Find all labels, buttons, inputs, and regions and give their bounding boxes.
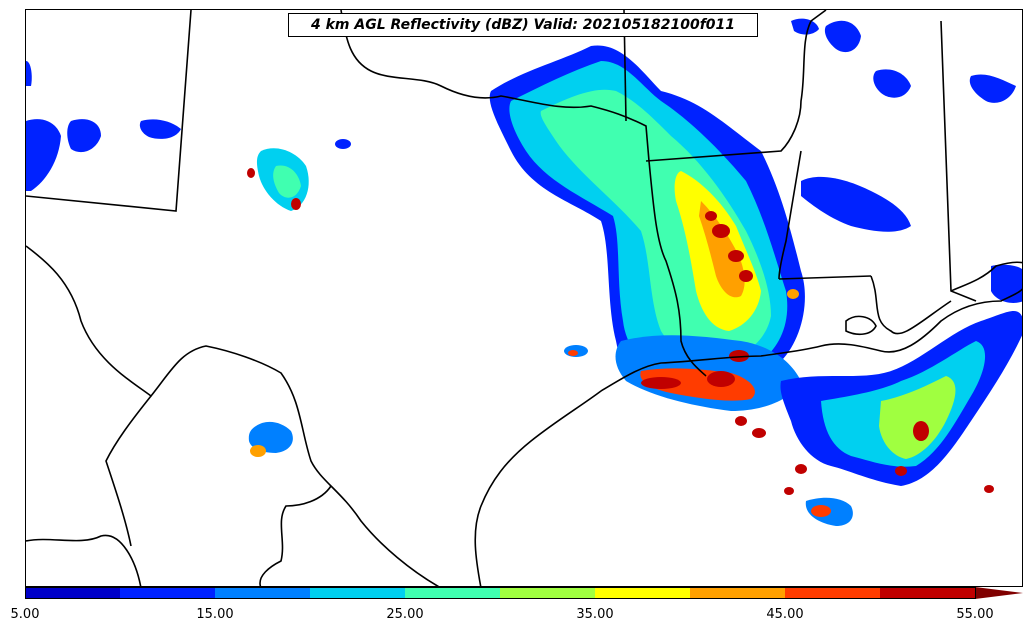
colorbar-tick-label: 5.00 [10,607,40,622]
echo-green-gulf [879,376,956,459]
echo-red-coast-2 [707,371,735,387]
colorbar-segment [880,587,976,599]
reflectivity-echoes [26,18,1022,526]
map-title: 4 km AGL Reflectivity (dBZ) Valid: 20210… [288,13,758,37]
echo-blue-west2 [67,119,101,153]
boundaries [26,10,1022,586]
border-colorado-newmexico [26,10,192,212]
echo-blue-ms2 [873,69,911,98]
echo-red-coast-4 [735,416,747,426]
echo-red-gulf-2 [895,466,907,476]
echo-red-cell-2 [728,250,744,262]
border-louisiana-ms [870,275,952,335]
echo-red-gulf-3 [795,464,807,474]
colorbar-segment [500,587,596,599]
echo-red-gulf-4 [784,487,794,495]
border-mex-4 [259,485,332,586]
echo-blue-cell-lone [335,139,351,149]
border-mex-3 [26,534,142,586]
echo-red-coast-1 [641,377,681,389]
colorbar-extend-arrow [975,587,1023,599]
echo-blue-wv [791,18,819,35]
colorbar-tick-label: 35.00 [576,607,614,622]
colorbar-tick-label: 55.00 [956,607,994,622]
coastline-ms [950,261,1022,292]
border-mex-2 [105,395,152,547]
echo-blue-west [26,119,61,191]
colorbar-segments [25,587,976,599]
echo-blue-cell-lone2 [787,289,799,299]
echo-red-coast-5 [752,428,766,438]
echo-blue-ms [824,20,861,53]
colorbar-tick-label: 15.00 [196,607,234,622]
reflectivity-map [26,10,1022,586]
echo-blue-west4 [26,61,32,86]
border-arkansas [645,10,827,162]
echo-red-gulf-1 [913,421,929,441]
echo-blue-ms3 [969,74,1016,103]
lake-outline [845,315,877,336]
echo-red-coast-3 [729,350,749,362]
colorbar-tick-label: 25.00 [386,607,424,622]
colorbar-segment [405,587,501,599]
border-ms-river [778,150,802,280]
colorbar-tick-label: 45.00 [766,607,804,622]
border-arkansas-louisiana [778,275,872,280]
echo-red-gulf-5 [984,485,994,493]
colorbar-segment [785,587,881,599]
echo-blue-la [991,264,1022,303]
echo-orange-offshore [811,505,831,517]
colorbar-segment [310,587,406,599]
echo-blue-west3 [139,119,181,139]
map-panel [25,9,1023,587]
border-texas-panhandle [340,10,650,162]
border-mex-1 [26,245,440,586]
echo-blue-ne [801,176,911,232]
colorbar-outline [25,587,976,599]
echo-orange-core [699,201,745,298]
echo-red-west-2 [247,168,255,178]
echo-red-cell-3 [739,270,753,282]
echo-red-cell-4 [705,211,717,221]
colorbar-segment [215,587,311,599]
echo-red-west-1 [291,198,301,210]
coastline-texas [474,288,1022,586]
colorbar [25,587,1023,599]
colorbar-segment [25,587,121,599]
colorbar-segment [595,587,691,599]
colorbar-segment [690,587,786,599]
border-mississippi-alabama [940,20,977,302]
echo-red-cell-1 [712,224,730,238]
colorbar-segment [120,587,216,599]
echo-orange-stx2 [568,350,578,356]
echo-yellow-stx [250,445,266,457]
echo-green-west [273,165,301,198]
